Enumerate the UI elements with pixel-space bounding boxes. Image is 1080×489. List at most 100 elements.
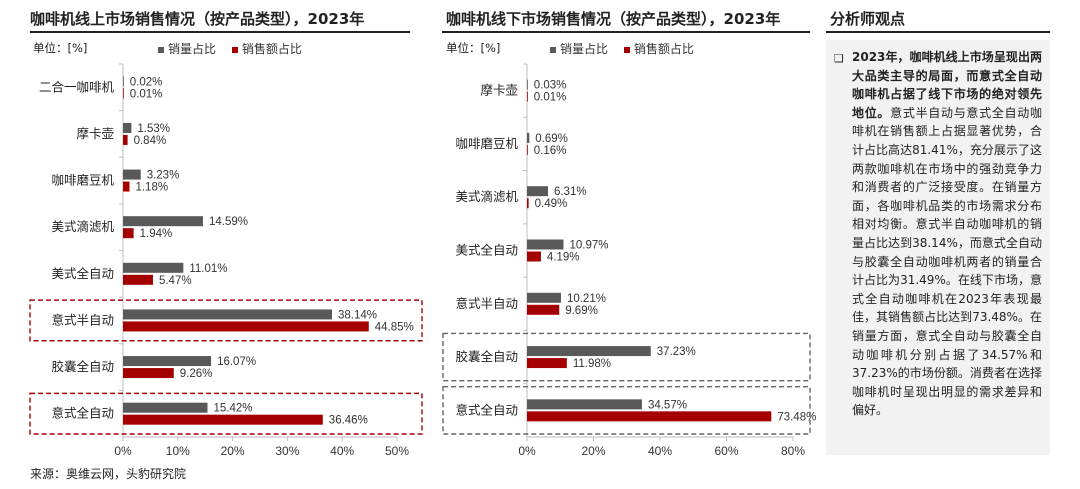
offline-data-label: 0.03% — [534, 80, 567, 92]
offline-category-label: 意式半自动 — [455, 296, 518, 311]
offline-x-tick-label: 80% — [781, 444, 805, 458]
online-bar-sales — [123, 88, 124, 99]
offline-data-label: 4.19% — [547, 252, 580, 264]
offline-x-tick-label: 20% — [581, 444, 605, 458]
legend-volume-label: 销量占比 — [560, 42, 609, 56]
offline-chart-title: 咖啡机线下市场销售情况（按产品类型），2023年 — [446, 10, 781, 28]
online-data-label: 1.94% — [140, 228, 173, 240]
offline-unit-label: 单位：[%] — [446, 41, 501, 55]
offline-bar-volume — [527, 399, 642, 410]
offline-bar-sales — [527, 91, 528, 102]
online-data-label: 36.46% — [329, 415, 368, 427]
online-bar-sales — [123, 368, 174, 379]
online-bar-sales — [123, 134, 128, 145]
offline-bar-volume — [527, 79, 528, 90]
legend-sales-label: 销售额占比 — [241, 42, 302, 56]
online-category-label: 咖啡磨豆机 — [51, 173, 114, 188]
offline-category-label: 美式全自动 — [455, 243, 518, 258]
offline-data-label: 6.31% — [554, 186, 587, 198]
online-bar-volume — [123, 76, 124, 87]
online-bar-volume — [123, 122, 132, 133]
offline-bar-volume — [527, 186, 548, 197]
online-category-label: 美式滴滤机 — [51, 219, 114, 234]
legend-sales-label: 销售额占比 — [633, 42, 694, 56]
offline-data-label: 73.48% — [777, 411, 816, 423]
online-highlight-box — [29, 299, 423, 342]
online-data-label: 5.47% — [159, 275, 192, 287]
online-bar-sales — [123, 274, 153, 285]
online-chart-title: 咖啡机线上市场销售情况（按产品类型），2023年 — [30, 10, 365, 28]
analyst-title-rule — [826, 31, 1050, 33]
online-category-label: 意式半自动 — [51, 312, 114, 327]
offline-bar-volume — [527, 132, 530, 143]
offline-highlight-box — [442, 332, 811, 382]
offline-bar-sales — [527, 198, 529, 209]
offline-data-label: 37.23% — [657, 346, 696, 358]
online-category-label: 美式全自动 — [51, 266, 114, 281]
offline-x-tick-label: 60% — [714, 444, 738, 458]
offline-title-rule — [442, 31, 810, 33]
online-bar-volume — [123, 309, 333, 320]
offline-bar-sales — [527, 144, 528, 155]
legend-sales-swatch — [623, 46, 630, 53]
checkbox-bullet-icon: ❑ — [834, 52, 844, 65]
offline-data-label: 11.98% — [573, 358, 611, 370]
offline-data-label: 0.01% — [534, 92, 567, 104]
offline-bar-volume — [527, 239, 564, 250]
offline-data-label: 0.49% — [535, 198, 568, 210]
offline-data-label: 0.16% — [534, 145, 567, 157]
online-data-label: 11.01% — [189, 263, 227, 275]
online-data-label: 15.42% — [214, 403, 253, 415]
online-title-rule — [30, 31, 410, 33]
offline-category-label: 胶囊全自动 — [455, 349, 518, 364]
legend-volume-swatch — [158, 46, 164, 53]
offline-bar-sales — [527, 251, 541, 262]
online-category-label: 意式全自动 — [51, 406, 114, 421]
online-category-label: 摩卡壶 — [76, 126, 114, 141]
source-note: 来源：奥维云网，头豹研究院 — [30, 467, 187, 481]
offline-data-label: 9.69% — [565, 305, 598, 317]
offline-bar-sales — [527, 358, 567, 369]
analyst-title: 分析师观点 — [830, 10, 906, 28]
online-data-label: 0.02% — [130, 76, 163, 88]
online-bar-volume — [123, 356, 212, 367]
online-unit-label: 单位：[%] — [33, 41, 88, 55]
online-data-label: 16.07% — [217, 356, 256, 368]
online-data-label: 14.59% — [209, 216, 248, 228]
online-category-label: 胶囊全自动 — [51, 359, 114, 374]
online-x-tick-label: 0% — [114, 444, 132, 458]
online-bar-sales — [123, 181, 130, 192]
legend-sales-swatch — [231, 46, 238, 53]
charts-canvas: 0% 10% 20% 30% 40% 50%二合一咖啡机 0.02%0.01%摩卡壶 1.53… — [29, 63, 816, 458]
online-bar-volume — [123, 169, 141, 180]
offline-category-label: 咖啡磨豆机 — [455, 136, 518, 151]
online-bar-volume — [123, 402, 208, 413]
online-highlight-box — [29, 392, 423, 435]
online-bar-sales — [123, 228, 134, 239]
offline-category-label: 摩卡壶 — [480, 83, 518, 98]
offline-data-label: 10.97% — [569, 240, 608, 252]
online-x-tick-label: 40% — [330, 444, 354, 458]
online-data-label: 38.14% — [338, 309, 377, 321]
legend-volume-swatch — [550, 46, 556, 53]
online-x-tick-label: 10% — [166, 444, 190, 458]
offline-category-label: 意式全自动 — [455, 402, 518, 417]
offline-bar-volume — [527, 346, 651, 357]
offline-data-label: 34.57% — [648, 399, 687, 411]
online-x-tick-label: 30% — [275, 444, 299, 458]
offline-bar-sales — [527, 411, 772, 422]
online-bar-sales — [123, 321, 369, 332]
offline-category-label: 美式滴滤机 — [455, 189, 518, 204]
online-x-tick-label: 50% — [385, 444, 409, 458]
online-data-label: 9.26% — [180, 368, 213, 380]
offline-data-label: 10.21% — [567, 293, 606, 305]
online-bar-sales — [123, 414, 323, 425]
online-data-label: 1.53% — [137, 123, 170, 135]
online-data-label: 3.23% — [147, 170, 180, 182]
analyst-panel: ❑ 2023年，咖啡机线上市场呈现出两大品类主导的局面，而意式全自动咖啡机占据了… — [826, 40, 1050, 455]
offline-data-label: 0.69% — [535, 133, 568, 145]
offline-bar-sales — [527, 304, 560, 315]
offline-x-tick-label: 40% — [648, 444, 672, 458]
online-data-label: 0.01% — [130, 88, 163, 100]
online-category-label: 二合一咖啡机 — [39, 79, 115, 94]
